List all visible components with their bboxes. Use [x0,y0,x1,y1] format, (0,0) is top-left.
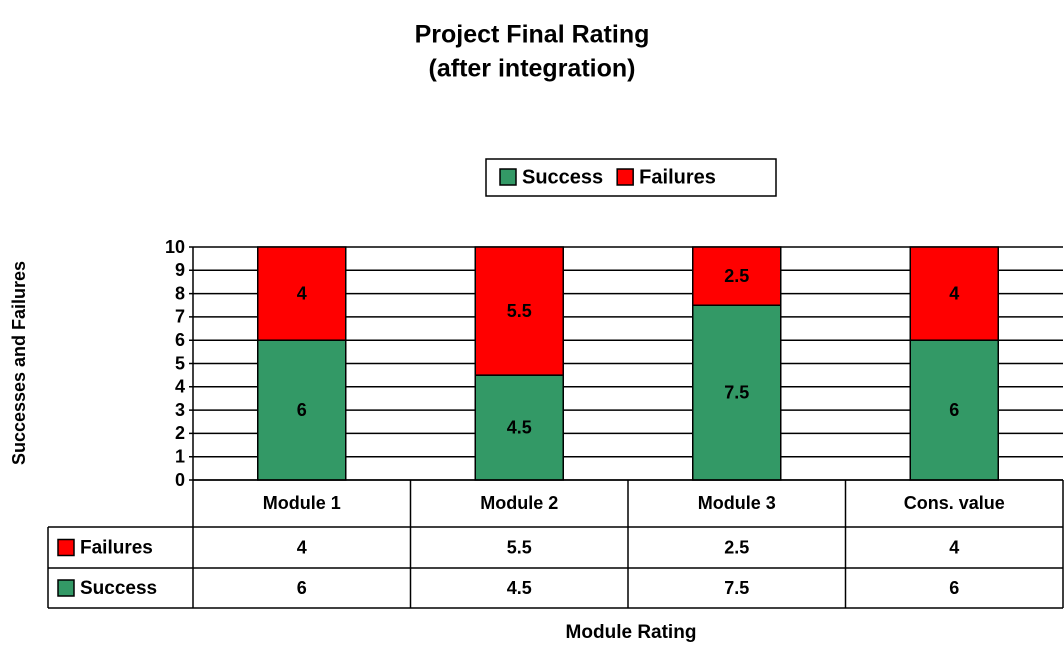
x-axis-label: Module Rating [566,622,697,643]
table-cell: 2.5 [724,537,749,557]
table-cell: 7.5 [724,578,749,598]
table-cell: 4 [297,537,307,557]
data-label: 4.5 [507,417,532,437]
legend-swatch [57,579,75,597]
table-cell: 6 [297,578,307,598]
bar-segment [909,339,999,481]
table-row-label: Success [80,578,157,599]
legend-swatch [499,168,517,186]
data-label: 6 [297,400,307,420]
y-tick-label: 10 [165,237,185,257]
chart-title: Project Final Rating [415,21,650,49]
bar-segment [257,246,347,341]
y-tick-label: 4 [175,377,185,397]
y-tick-label: 2 [175,423,185,443]
table-cell: 4 [949,537,959,557]
data-label: 6 [949,400,959,420]
data-label: 7.5 [724,382,749,402]
data-label: 4 [949,283,959,303]
table-row-label: Failures [80,538,153,559]
bar-segment [474,246,564,376]
legend-swatch [616,168,634,186]
x-tick-label: Module 3 [698,493,776,513]
legend-label: Failures [639,166,716,188]
legend-swatch [57,538,75,557]
y-tick-label: 1 [175,446,185,466]
table-cell: 5.5 [507,537,532,557]
table-cell: 4.5 [507,578,532,598]
chart-title: (after integration) [429,55,636,83]
y-tick-label: 8 [175,283,185,303]
y-tick-label: 5 [175,353,185,373]
x-tick-label: Module 2 [480,493,558,513]
y-tick-label: 3 [175,400,185,420]
y-tick-label: 6 [175,330,185,350]
y-tick-label: 9 [175,260,185,280]
y-tick-label: 7 [175,307,185,327]
y-tick-label: 0 [175,470,185,490]
bar-segment [909,246,999,341]
data-label: 4 [297,283,307,303]
bar-segment [692,246,782,306]
x-tick-label: Cons. value [904,493,1005,513]
x-tick-label: Module 1 [263,493,341,513]
legend-label: Success [522,166,603,188]
table-cell: 6 [949,578,959,598]
data-label: 5.5 [507,301,532,321]
data-label: 2.5 [724,266,749,286]
y-axis-label: Successes and Failures [9,261,29,465]
